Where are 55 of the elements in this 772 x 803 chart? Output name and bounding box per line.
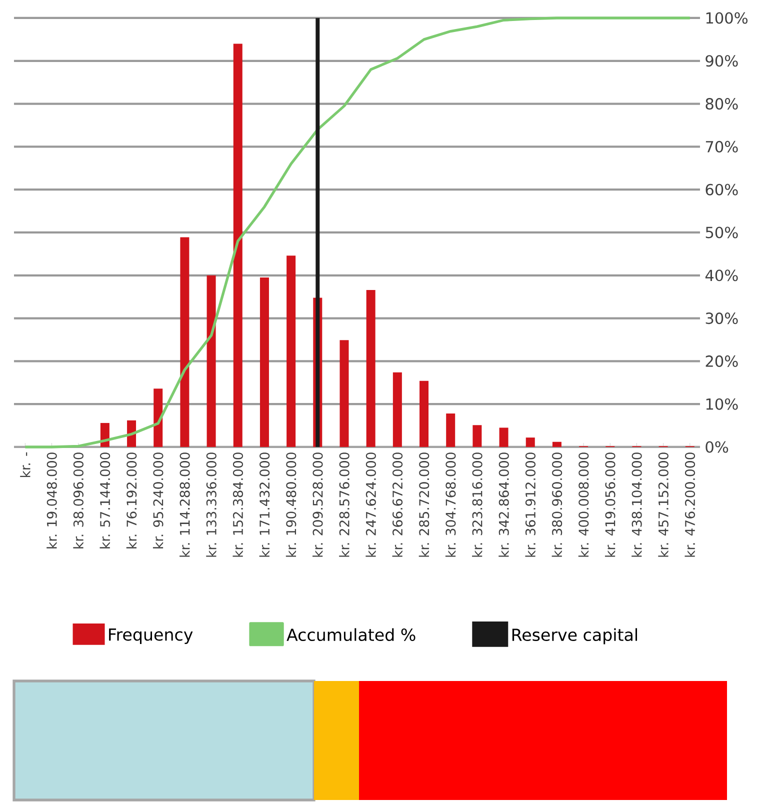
bar [392,372,402,447]
legend-label: Frequency [109,628,193,644]
y-tick-label: 100% [706,12,748,24]
bar [420,380,429,447]
x-tick-label: kr. 133.336.000 [206,452,216,557]
x-tick-label: kr. 38.096.000 [73,452,84,548]
x-tick-label: kr. 380.960.000 [552,452,562,557]
x-tick-label: kr. 190.480.000 [286,452,296,557]
bar [340,340,349,447]
x-tick-label: kr. 114.288.000 [180,452,190,557]
x-tick-label: kr. 304.768.000 [445,452,456,557]
bar [446,414,456,447]
legend-label: Accumulated % [286,628,416,642]
x-tick-label: kr. 228.576.000 [339,452,350,557]
x-tick-label: kr. 209.528.000 [312,452,323,557]
bar [206,275,216,447]
x-tick-label: kr. 361.912.000 [525,452,536,557]
y-tick-label: 80% [706,98,738,110]
bar [260,278,269,447]
x-tick-label: kr. 438.104.000 [632,452,642,557]
bar [286,256,296,447]
bar [472,425,482,447]
x-tick-label: kr. 152.384.000 [232,452,244,557]
x-tick-label: kr. 171.432.000 [259,452,270,557]
y-tick-label: 50% [706,226,738,238]
y-tick-label: 10% [706,398,738,410]
x-tick-label: kr. 419.056.000 [604,452,616,557]
x-tick-label: kr. 342.864.000 [498,452,509,557]
y-tick-label: 60% [706,184,738,196]
y-tick-label: 30% [706,312,738,324]
bar [366,290,376,447]
bar [499,428,508,447]
x-tick-label: kr. 76.192.000 [126,452,137,548]
x-tick-label: kr. 323.816.000 [472,452,482,557]
x-tick-label: kr. 95.240.000 [152,452,164,548]
bar [154,388,163,447]
x-tick-label: kr. 266.672.000 [392,452,403,557]
bar [526,438,535,447]
legend-label: Reserve capital [512,628,638,644]
x-tick-label: kr. 400.008.000 [578,452,589,557]
y-tick-label: 70% [706,140,738,152]
x-tick-label: kr. 285.720.000 [418,452,430,557]
x-tick-label: kr. - [20,452,30,478]
y-tick-label: 20% [706,355,738,367]
y-tick-label: 40% [705,270,738,282]
bar [233,44,242,447]
y-tick-label: 0% [706,441,728,453]
bar [552,442,562,447]
x-tick-label: kr. 457.152.000 [658,452,668,557]
y-tick-label: 90% [706,55,738,67]
x-tick-label: kr. 476.200.000 [684,452,696,557]
x-tick-label: kr. 57.144.000 [100,452,110,548]
bar [180,237,190,447]
x-tick-label: kr. 19.048.000 [46,452,57,548]
x-tick-label: kr. 247.624.000 [366,452,376,557]
